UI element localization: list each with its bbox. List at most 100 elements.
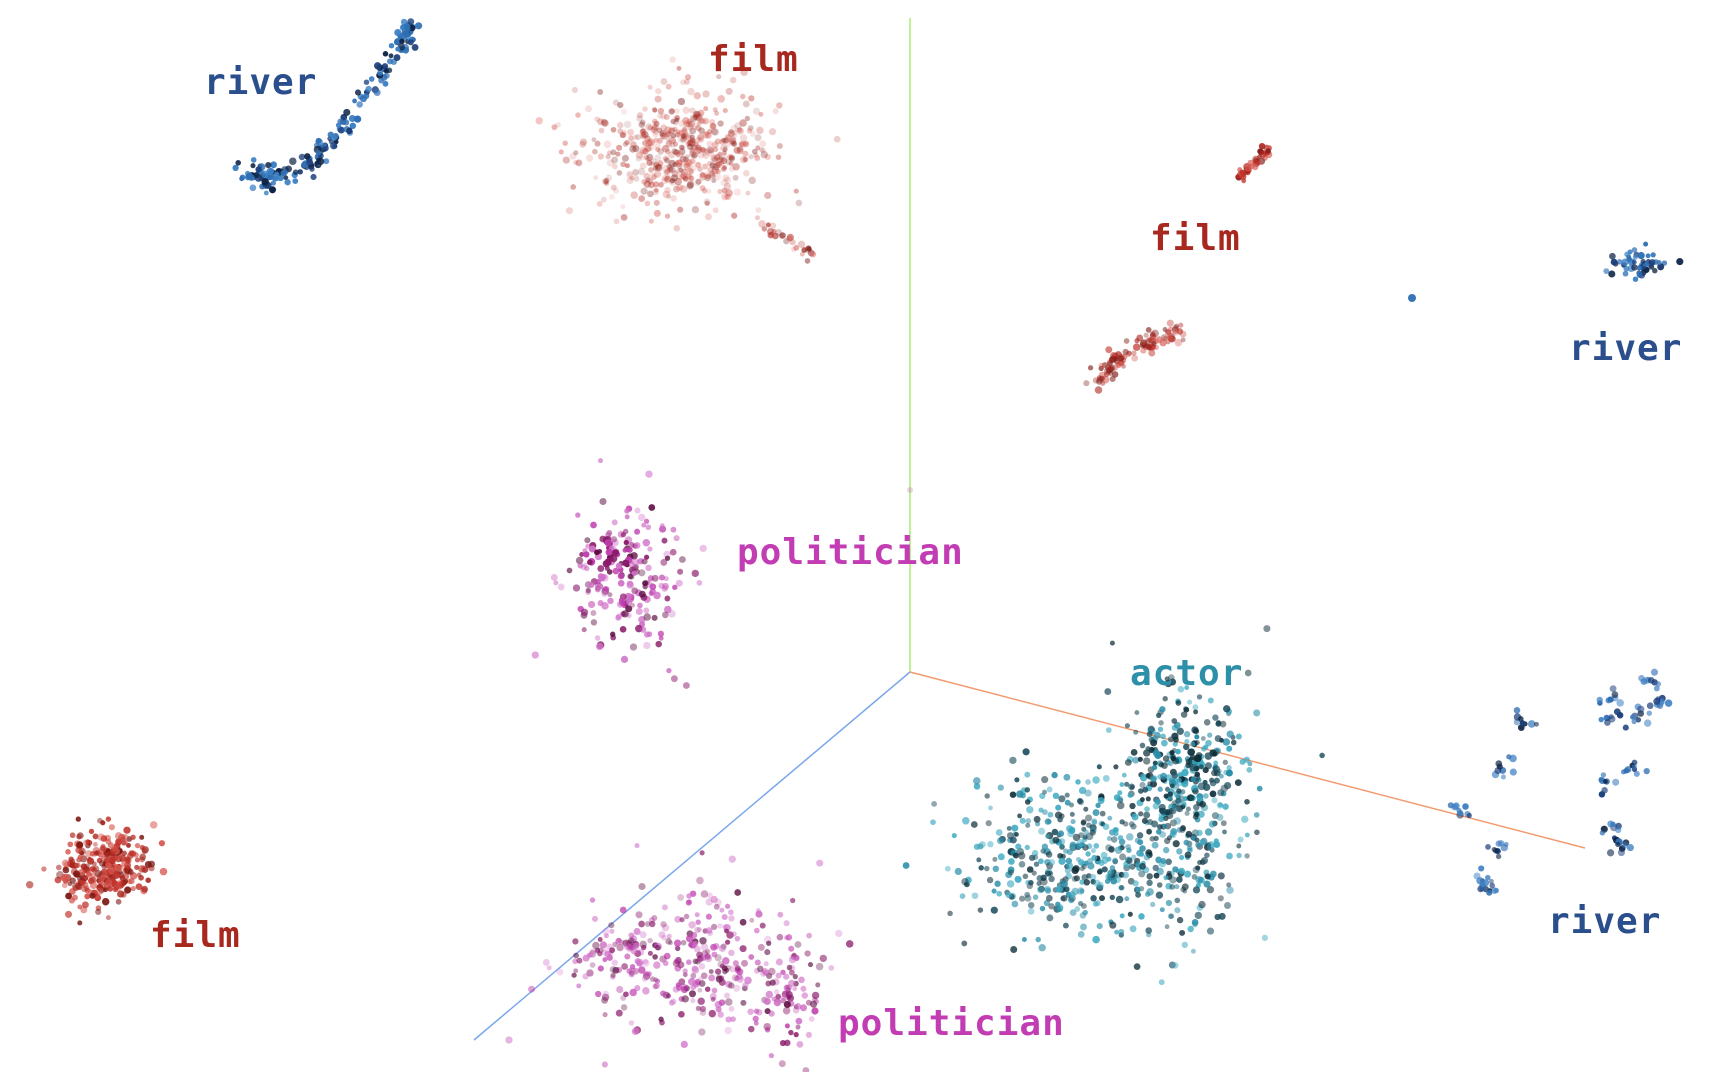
river-point-906 xyxy=(1632,276,1639,282)
film-point-348 xyxy=(645,156,651,162)
film-point-699 xyxy=(711,178,717,184)
actor-point-1872 xyxy=(1194,837,1200,843)
actor-point-1946 xyxy=(1209,790,1217,798)
politician-point-1085 xyxy=(664,605,672,614)
politician-point-2700 xyxy=(528,985,536,993)
actor-point-1303 xyxy=(1176,876,1183,883)
film-point-726 xyxy=(809,250,817,258)
film-point-664 xyxy=(591,137,597,143)
politician-point-2648 xyxy=(748,954,755,960)
river-point-22 xyxy=(368,76,375,82)
film-point-470 xyxy=(722,174,730,182)
politician-point-2794 xyxy=(800,985,807,992)
actor-point-1993 xyxy=(1150,776,1157,783)
river-point-2100 xyxy=(1492,847,1499,854)
politician-point-2750 xyxy=(636,948,645,956)
river-point-36 xyxy=(297,169,303,175)
politician-point-2764 xyxy=(641,944,647,951)
politician-point-2712 xyxy=(747,1008,754,1015)
film-point-582 xyxy=(620,108,628,115)
politician-point-2798 xyxy=(763,997,771,1006)
film-point-446 xyxy=(687,167,693,173)
film-point-283 xyxy=(711,165,718,172)
film-point-2321 xyxy=(134,842,141,849)
film-point-562 xyxy=(671,148,678,155)
film-point-882 xyxy=(1179,330,1187,338)
politician-point-1065 xyxy=(696,580,703,586)
river-point-2092 xyxy=(1506,754,1512,760)
actor-point-1222 xyxy=(1024,771,1031,778)
film-point-520 xyxy=(746,128,753,134)
actor-point-1560 xyxy=(962,817,970,825)
actor-point-1575 xyxy=(1052,836,1060,844)
actor-point-1867 xyxy=(1207,843,1215,851)
film-point-2241 xyxy=(77,904,83,910)
film-point-2394 xyxy=(62,866,70,874)
film-point-222 xyxy=(597,118,604,126)
actor-point-1871 xyxy=(1116,796,1124,803)
film-point-727 xyxy=(772,232,779,240)
film-point-284 xyxy=(732,129,738,136)
politician-point-1094 xyxy=(649,583,657,591)
politician-point-1124 xyxy=(620,532,627,538)
actor-point-1767 xyxy=(1134,837,1141,844)
film-point-720 xyxy=(779,232,786,239)
film-point-691 xyxy=(640,131,647,139)
river-point-2072 xyxy=(1621,841,1629,849)
film-point-2246 xyxy=(100,835,108,842)
river-point-932 xyxy=(1647,261,1654,268)
actor-point-1450 xyxy=(1060,894,1068,902)
film-point-435 xyxy=(663,169,670,176)
actor-point-1528 xyxy=(1083,806,1089,812)
actor-point-1174 xyxy=(1085,779,1091,785)
film-point-2358 xyxy=(139,834,145,840)
film-point-304 xyxy=(709,162,716,169)
politician-point-2811 xyxy=(807,962,814,968)
river-point-185 xyxy=(407,39,414,46)
film-point-488 xyxy=(724,194,730,200)
film-point-2287 xyxy=(105,816,112,822)
river-point-189 xyxy=(402,30,410,38)
politician-point-1083 xyxy=(653,591,661,600)
film-point-316 xyxy=(720,137,727,143)
politician-point-2697 xyxy=(653,961,661,969)
politician-point-2732 xyxy=(728,1006,735,1012)
politician-point-2743 xyxy=(704,953,711,960)
actor-point-1546 xyxy=(1085,851,1091,857)
politician-point-2508 xyxy=(728,909,734,916)
actor-point-1895 xyxy=(1169,807,1177,815)
politician-point-2722 xyxy=(724,928,729,934)
film-point-428 xyxy=(748,95,755,102)
film-point-585 xyxy=(639,128,647,136)
actor-point-1959 xyxy=(1194,734,1200,740)
politician-point-2557 xyxy=(717,1011,724,1018)
river-point-170 xyxy=(399,38,405,45)
film-point-205 xyxy=(662,144,668,151)
politician-point-2500 xyxy=(705,927,713,934)
actor-point-1507 xyxy=(978,865,984,871)
actor-point-1955 xyxy=(1169,783,1175,789)
actor-point-1486 xyxy=(1011,824,1019,832)
actor-point-1286 xyxy=(1014,777,1020,783)
politician-point-2636 xyxy=(724,939,731,945)
river-point-41 xyxy=(283,175,289,181)
river-point-2033 xyxy=(1622,724,1629,731)
politician-point-2547 xyxy=(629,964,636,970)
film-point-2372 xyxy=(65,892,73,900)
film-point-332 xyxy=(668,159,676,167)
film-point-499 xyxy=(708,172,716,179)
actor-point-1329 xyxy=(961,878,969,886)
politician-point-2738 xyxy=(788,945,795,952)
politician-point-1088 xyxy=(572,584,581,592)
film-point-2403 xyxy=(141,865,149,873)
actor-point-1551 xyxy=(1146,879,1153,887)
politician-point-2580 xyxy=(783,920,790,927)
film-point-340 xyxy=(665,174,672,181)
film-point-409 xyxy=(714,138,721,145)
actor-point-1576 xyxy=(1159,831,1167,838)
actor-point-1476 xyxy=(1081,874,1088,881)
film-point-478 xyxy=(687,87,695,96)
politician-point-2620 xyxy=(679,917,685,923)
river-point-923 xyxy=(1656,259,1662,266)
